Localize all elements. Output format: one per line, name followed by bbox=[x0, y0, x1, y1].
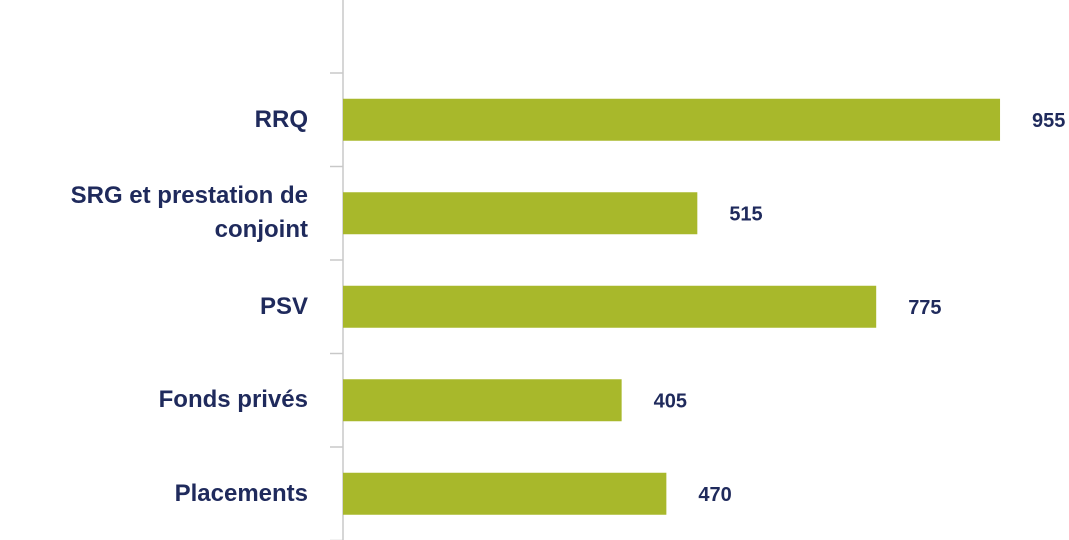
value-label: 955 bbox=[1032, 110, 1065, 132]
value-label: 775 bbox=[908, 297, 941, 319]
bar bbox=[343, 472, 667, 515]
bar bbox=[343, 379, 622, 422]
value-label: 515 bbox=[729, 204, 762, 226]
category-label: SRG et prestation de conjoint bbox=[70, 182, 308, 244]
value-label: 470 bbox=[698, 484, 731, 506]
category-label: RRQ bbox=[254, 105, 308, 133]
category-label: PSV bbox=[259, 292, 308, 320]
value-label: 405 bbox=[654, 391, 687, 413]
bar bbox=[343, 285, 877, 328]
category-label: Placements bbox=[174, 479, 308, 507]
bar bbox=[343, 192, 698, 235]
category-label: Fonds privés bbox=[158, 386, 308, 414]
bar bbox=[343, 98, 1001, 141]
